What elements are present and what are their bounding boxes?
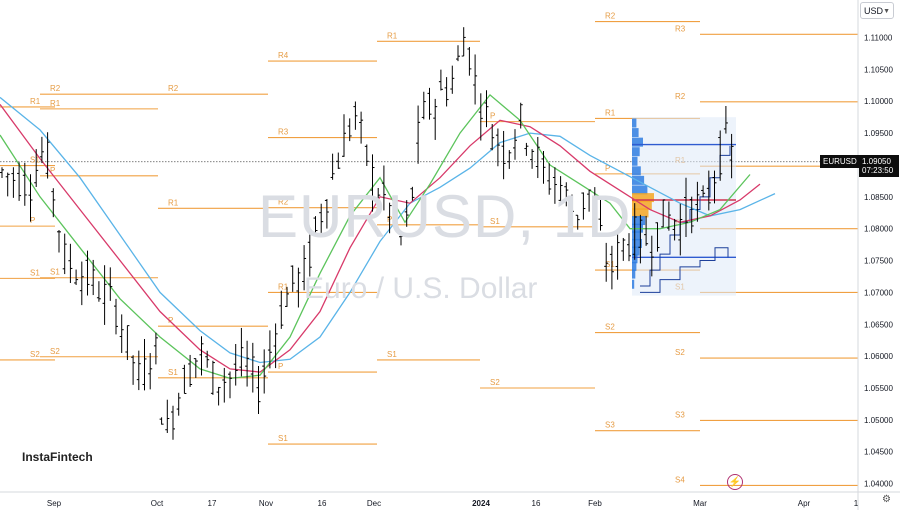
gear-icon[interactable]: ⚙ (882, 494, 891, 505)
pivot-label: P (50, 166, 55, 175)
pivot-label: S2 (605, 323, 615, 332)
y-tick-label: 1.07000 (864, 288, 893, 297)
pivot-label: S2 (30, 350, 40, 359)
volume-bar (632, 216, 646, 226)
pivot-label: S1 (168, 368, 178, 377)
last-price-tag: 1.09050 07:23:50 (859, 155, 899, 177)
pivot-label: R1 (30, 97, 41, 106)
y-tick-label: 1.10500 (864, 65, 893, 74)
x-tick-label: Feb (588, 499, 602, 508)
pivot-label: P (30, 216, 35, 225)
volume-bar (632, 156, 638, 166)
pivot-label: R1 (605, 108, 616, 117)
pivot-label: R2 (605, 12, 616, 21)
poc-bar (632, 193, 654, 203)
pivot-label: S1 (490, 217, 500, 226)
currency-label: USD (864, 6, 884, 16)
pivot-label: S2 (675, 348, 685, 357)
pivot-label: S1 (30, 268, 40, 277)
x-tick-label: 1 (854, 499, 859, 508)
volume-bar (632, 166, 641, 176)
volume-bar (632, 238, 642, 248)
y-tick-label: 1.05000 (864, 416, 893, 425)
volume-bar (632, 128, 639, 138)
volume-bar (632, 118, 637, 128)
pivot-label: R1 (278, 282, 289, 291)
moving-averages (0, 93, 776, 380)
volume-bar (632, 269, 636, 279)
volume-bar (632, 261, 637, 271)
y-tick-label: 1.09500 (864, 129, 893, 138)
pivot-label: R1 (50, 99, 61, 108)
y-tick-label: 1.08000 (864, 225, 893, 234)
pivot-label: R3 (675, 24, 686, 33)
pivot-label: P (168, 316, 173, 325)
y-tick-label: 1.10000 (864, 97, 893, 106)
y-tick-label: 1.06000 (864, 352, 893, 361)
x-tick-label: 16 (318, 499, 327, 508)
y-tick-label: 1.05500 (864, 384, 893, 393)
pivot-label: S1 (387, 350, 397, 359)
developing-va-low (640, 247, 729, 293)
pivot-label: S4 (675, 475, 685, 484)
symbol-price-tag: EURUSD (820, 155, 860, 168)
y-tick-label: 1.07500 (864, 257, 893, 266)
pivot-label: R4 (278, 51, 289, 60)
pivot-label: P (278, 362, 283, 371)
x-tick-label: 16 (532, 499, 541, 508)
pivot-label: S1 (605, 260, 615, 269)
poc-bar (632, 208, 649, 218)
y-tick-label: 1.11000 (864, 34, 893, 43)
volume-bar (632, 137, 643, 147)
volume-bar (632, 231, 641, 241)
ma-mid-line (0, 104, 761, 373)
volume-profile (632, 117, 736, 296)
pivot-label: S2 (490, 378, 500, 387)
y-tick-label: 1.06500 (864, 320, 893, 329)
pivot-label: S2 (50, 347, 60, 356)
pivot-label: R1 (168, 198, 179, 207)
last-price-value: 1.09050 (862, 157, 891, 166)
bar-countdown: 07:23:50 (862, 166, 894, 175)
x-tick-label: Mar (693, 499, 707, 508)
pivot-label: S1 (30, 156, 40, 165)
currency-selector[interactable]: USD ▼ (860, 2, 894, 19)
pivot-label: S3 (605, 421, 615, 430)
pivot-label: R1 (387, 31, 398, 40)
volume-bar (632, 147, 640, 157)
volume-bar (632, 185, 648, 195)
y-tick-label: 1.08500 (864, 193, 893, 202)
volume-bar (632, 246, 640, 256)
volume-bar (632, 279, 635, 289)
lightning-icon[interactable]: ⚡ (727, 474, 743, 490)
y-tick-label: 1.04500 (864, 448, 893, 457)
pivot-label: S1 (278, 434, 288, 443)
pivot-label: S3 (675, 410, 685, 419)
x-tick-label: Nov (259, 499, 273, 508)
x-tick-label: Oct (151, 499, 164, 508)
x-tick-label: 2024 (472, 499, 490, 508)
pivot-label: P (490, 112, 495, 121)
x-tick-label: 17 (208, 499, 217, 508)
y-tick-label: 1.04000 (864, 480, 893, 489)
x-tick-label: Apr (798, 499, 811, 508)
x-tick-label: Sep (47, 499, 62, 508)
ma-fast-line (0, 93, 751, 380)
candlestick-series (0, 27, 734, 440)
pivot-label: S1 (50, 268, 60, 277)
poc-bar (632, 200, 652, 210)
chevron-down-icon: ▼ (883, 8, 890, 15)
pivot-label: R2 (278, 198, 289, 207)
brand-logo: InstaFintech (14, 438, 94, 476)
pivot-label: R2 (675, 92, 686, 101)
pivot-label: R3 (278, 128, 289, 137)
pivot-label: R2 (50, 84, 61, 93)
x-tick-label: Dec (367, 499, 381, 508)
pivot-label: P (605, 164, 610, 173)
pivot-label: R2 (168, 84, 179, 93)
